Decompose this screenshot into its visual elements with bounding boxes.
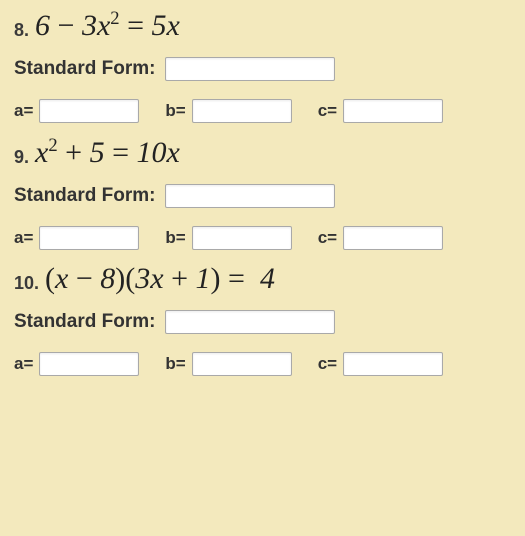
coefficients-row: a= b= c= <box>14 226 511 250</box>
b-input[interactable] <box>192 352 292 376</box>
coefficients-row: a= b= c= <box>14 352 511 376</box>
problem-8: 8. 6 − 3x2 = 5x Standard Form: a= b= c= <box>14 8 511 123</box>
b-label: b= <box>165 101 185 121</box>
a-input[interactable] <box>39 226 139 250</box>
standard-form-label: Standard Form: <box>14 58 155 80</box>
equation: 6 − 3x2 = 5x <box>35 8 180 43</box>
standard-form-input[interactable] <box>165 184 335 208</box>
standard-form-row: Standard Form: <box>14 57 511 81</box>
c-input[interactable] <box>343 352 443 376</box>
b-input[interactable] <box>192 226 292 250</box>
c-label: c= <box>318 354 337 374</box>
worksheet-page: 8. 6 − 3x2 = 5x Standard Form: a= b= c= … <box>0 0 525 536</box>
c-label: c= <box>318 101 337 121</box>
c-input[interactable] <box>343 99 443 123</box>
a-label: a= <box>14 228 33 248</box>
c-label: c= <box>318 228 337 248</box>
a-input[interactable] <box>39 352 139 376</box>
equation: (x − 8)(3x + 1) = 4 <box>45 262 275 296</box>
problem-10: 10. (x − 8)(3x + 1) = 4 Standard Form: a… <box>14 262 511 376</box>
a-label: a= <box>14 101 33 121</box>
b-input[interactable] <box>192 99 292 123</box>
equation-row: 9. x2 + 5 = 10x <box>14 135 511 170</box>
problem-number: 9. <box>14 147 29 170</box>
standard-form-label: Standard Form: <box>14 185 155 207</box>
c-input[interactable] <box>343 226 443 250</box>
equation-row: 10. (x − 8)(3x + 1) = 4 <box>14 262 511 296</box>
standard-form-input[interactable] <box>165 310 335 334</box>
b-label: b= <box>165 354 185 374</box>
standard-form-input[interactable] <box>165 57 335 81</box>
b-label: b= <box>165 228 185 248</box>
coefficients-row: a= b= c= <box>14 99 511 123</box>
problem-9: 9. x2 + 5 = 10x Standard Form: a= b= c= <box>14 135 511 250</box>
problem-number: 8. <box>14 20 29 43</box>
problem-number: 10. <box>14 273 39 296</box>
standard-form-row: Standard Form: <box>14 310 511 334</box>
standard-form-label: Standard Form: <box>14 311 155 333</box>
equation: x2 + 5 = 10x <box>35 135 180 170</box>
equation-row: 8. 6 − 3x2 = 5x <box>14 8 511 43</box>
a-input[interactable] <box>39 99 139 123</box>
standard-form-row: Standard Form: <box>14 184 511 208</box>
a-label: a= <box>14 354 33 374</box>
